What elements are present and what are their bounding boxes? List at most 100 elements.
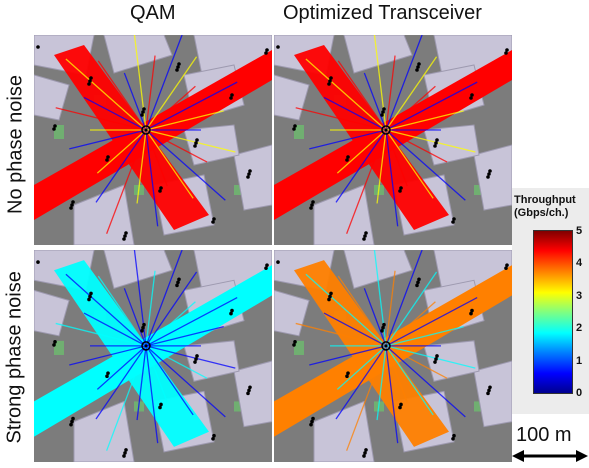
user-dot <box>346 155 350 159</box>
user-dot <box>417 277 421 282</box>
coverage-ray <box>385 345 448 379</box>
coverage-ray <box>145 129 194 199</box>
coverage-ray <box>305 58 387 131</box>
coverage-ray <box>295 345 387 395</box>
building <box>274 289 310 337</box>
user-dot <box>141 110 145 114</box>
vegetation-patch <box>54 340 64 355</box>
coverage-ray <box>373 250 387 346</box>
coverage-ray <box>385 129 434 199</box>
user-dot <box>486 391 490 396</box>
user-dot <box>417 62 421 66</box>
coverage-ray <box>97 275 147 347</box>
user-dot <box>451 220 455 224</box>
user-dot <box>504 266 508 270</box>
user-dot <box>264 51 268 55</box>
coverage-ray <box>305 273 387 347</box>
colorbar-tick: 3 <box>576 290 583 302</box>
colorbar-gradient <box>533 230 573 394</box>
coverage-ray <box>346 129 387 235</box>
user-dot <box>105 158 109 162</box>
building <box>34 74 70 121</box>
user-dot <box>159 402 163 407</box>
user-dot <box>505 263 509 267</box>
coverage-ray <box>363 72 387 131</box>
user-dot <box>176 280 180 285</box>
user-dot <box>246 175 250 179</box>
coverage-ray <box>385 345 476 369</box>
user-dot <box>293 340 297 344</box>
coverage-ray <box>373 35 387 131</box>
user-dot <box>142 322 146 327</box>
user-dot <box>175 283 179 288</box>
colorbar: Throughput (Gbps/ch.) 5 4 3 2 1 0 <box>512 188 589 414</box>
user-dot <box>70 203 74 207</box>
coverage-ray <box>145 35 183 131</box>
user-dot <box>364 231 368 235</box>
user-dot <box>265 263 269 267</box>
user-dot <box>53 340 57 344</box>
user-dot <box>398 405 402 410</box>
user-dot <box>292 343 296 347</box>
user-dot <box>327 82 331 86</box>
coverage-ray <box>385 129 466 201</box>
coverage-map <box>274 250 512 462</box>
coverage-ray <box>145 81 238 131</box>
base-station-center <box>144 344 148 348</box>
coverage-ray <box>346 345 387 451</box>
user-dot <box>105 374 109 379</box>
coverage-map <box>274 35 512 245</box>
base-station-center <box>144 128 148 132</box>
coverage-ray <box>65 273 147 347</box>
user-dot <box>276 260 280 264</box>
coverage-ray <box>385 129 448 163</box>
user-dot <box>435 138 439 142</box>
coverage-ray <box>145 110 224 131</box>
coverage-map <box>34 35 272 245</box>
user-dot <box>469 96 473 100</box>
user-dot <box>177 62 181 66</box>
coverage-ray <box>145 250 183 347</box>
building <box>183 124 240 166</box>
user-dot <box>486 175 490 179</box>
user-dot <box>505 48 509 52</box>
user-dot <box>70 419 74 424</box>
user-dot <box>36 260 40 264</box>
user-dot <box>311 200 315 204</box>
user-dot <box>435 354 439 358</box>
user-dot <box>434 141 438 145</box>
coverage-ray <box>145 129 208 163</box>
coverage-ray <box>123 72 147 131</box>
user-dot <box>124 231 128 235</box>
user-dot <box>362 237 366 241</box>
building <box>233 144 272 211</box>
coverage-ray <box>145 129 159 227</box>
user-dot <box>106 155 110 159</box>
building <box>103 35 173 74</box>
coverage-ray <box>136 129 147 204</box>
coverage-ray <box>295 322 387 347</box>
coverage-ray <box>309 129 387 150</box>
coverage-ray <box>376 129 387 204</box>
user-dot <box>195 354 199 358</box>
coverage-ray <box>95 129 147 203</box>
coverage-ray <box>295 107 387 131</box>
user-dot <box>346 371 350 375</box>
building <box>423 340 480 382</box>
coverage-ray <box>385 301 436 347</box>
user-dot <box>292 127 296 131</box>
coverage-ray <box>106 129 147 235</box>
user-dot <box>345 374 349 379</box>
street-coverage <box>274 50 512 220</box>
user-dot <box>362 454 366 458</box>
user-dot <box>487 388 491 393</box>
coverage-ray <box>55 129 147 178</box>
colorbar-title: Throughput (Gbps/ch.) <box>514 194 576 220</box>
colorbar-tick: 4 <box>576 257 583 269</box>
coverage-ray <box>337 275 387 347</box>
user-dot <box>363 451 367 455</box>
coverage-ray <box>69 345 147 366</box>
user-dot <box>88 79 92 83</box>
user-dot <box>89 76 93 80</box>
coverage-ray <box>385 345 466 418</box>
